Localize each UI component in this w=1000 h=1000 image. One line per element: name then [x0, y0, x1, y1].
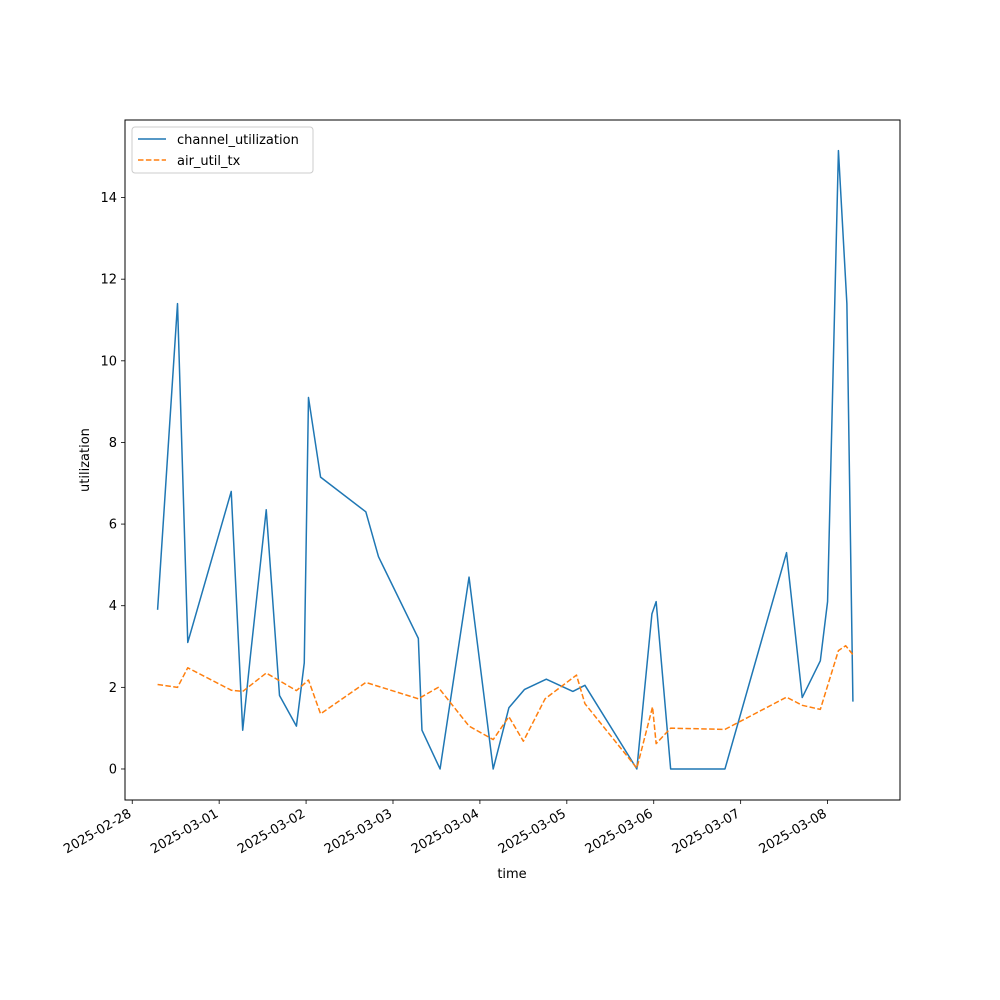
legend-box	[131, 126, 314, 174]
y-tick-label: 2	[109, 681, 117, 696]
plot-lines	[156, 149, 854, 770]
plot-frame	[124, 119, 901, 801]
y-tick-label: 6	[109, 518, 117, 533]
y-axis: 0 2 4 6 8 10 12 14	[100, 191, 125, 777]
y-tick-label: 14	[100, 191, 117, 206]
legend: channel_utilization air_util_tx	[131, 126, 314, 174]
y-tick-label: 8	[109, 436, 117, 451]
legend-entry-channel-utilization: channel_utilization	[177, 133, 299, 148]
y-tick-label: 12	[100, 273, 117, 288]
y-tick-label: 0	[109, 762, 117, 777]
x-axis-label: time	[497, 867, 526, 882]
y-tick-label: 4	[109, 599, 117, 614]
legend-entry-air-util-tx: air_util_tx	[177, 154, 241, 169]
y-tick-label: 10	[100, 354, 117, 369]
series-line-air-util-tx	[157, 644, 854, 769]
y-axis-label: utilization	[78, 428, 93, 492]
series-line-channel-utilization	[156, 149, 854, 770]
